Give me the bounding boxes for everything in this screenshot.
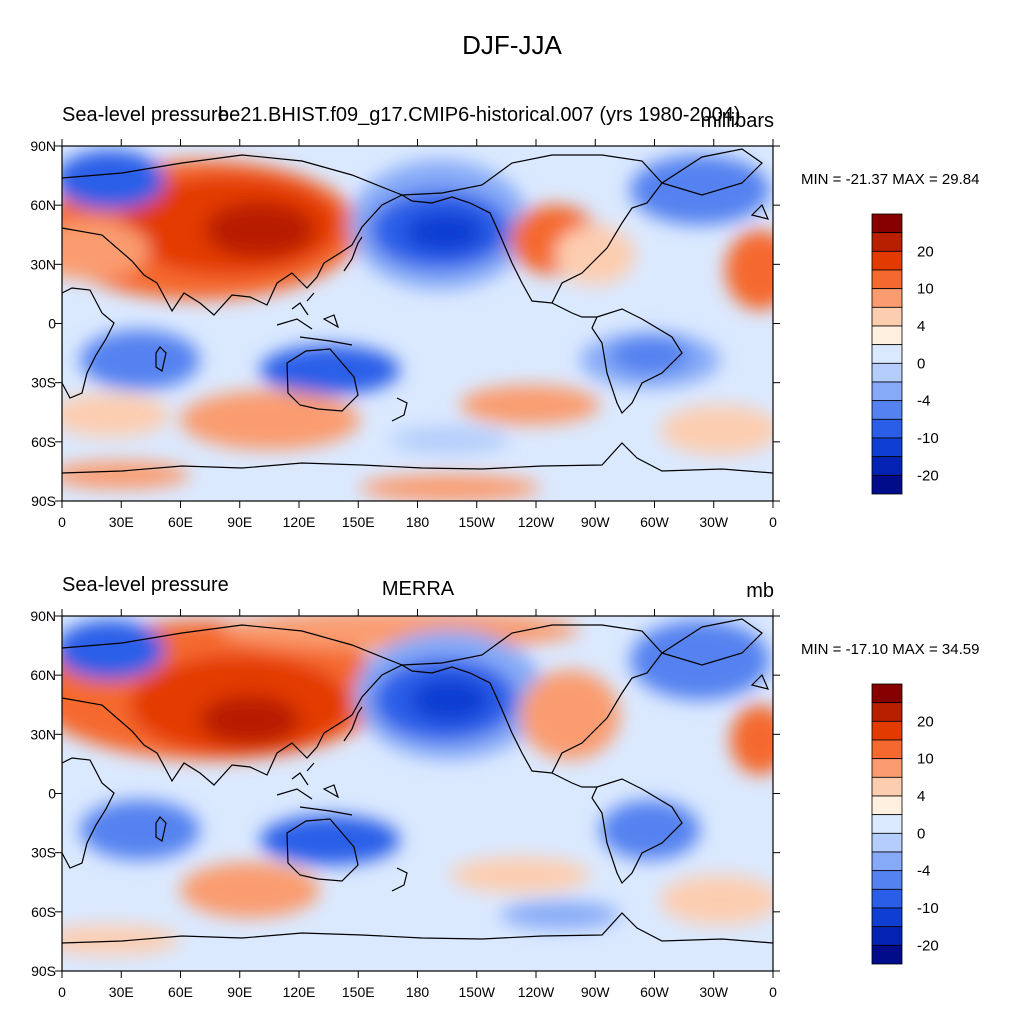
colorbar-label: 0 bbox=[917, 825, 925, 842]
y-tick-label: 0 bbox=[48, 316, 56, 332]
colorbar-swatch bbox=[871, 288, 903, 308]
colorbar-swatch bbox=[871, 758, 903, 778]
x-tick-label: 150E bbox=[342, 514, 375, 530]
x-tick-label: 0 bbox=[58, 514, 66, 530]
colorbar-label: 4 bbox=[917, 318, 925, 335]
x-tick-label: 120E bbox=[283, 514, 316, 530]
x-tick-label: 30E bbox=[109, 514, 134, 530]
y-tick-label: 60N bbox=[30, 667, 56, 683]
x-tick-label: 90E bbox=[227, 984, 252, 1000]
colorbar-swatch bbox=[871, 325, 903, 346]
panel2-center-title: MERRA bbox=[381, 578, 455, 600]
panel1-min-max: MIN = -21.37 MAX = 29.84 bbox=[801, 171, 980, 188]
colorbar-swatch bbox=[871, 739, 903, 760]
colorbar-label: -10 bbox=[917, 900, 939, 917]
colorbar-swatch bbox=[871, 474, 903, 495]
colorbar-label: -4 bbox=[917, 393, 930, 410]
y-tick-label: 30N bbox=[30, 726, 56, 742]
colorbar-label: -4 bbox=[917, 863, 930, 880]
colorbar-swatch bbox=[871, 720, 903, 741]
y-tick-label: 30N bbox=[30, 256, 56, 272]
x-tick-label: 0 bbox=[769, 984, 777, 1000]
colorbar-swatch bbox=[871, 926, 903, 946]
figure-title: DJF-JJA bbox=[462, 30, 562, 60]
x-tick-label: 60E bbox=[168, 984, 193, 1000]
x-tick-label: 180 bbox=[406, 514, 430, 530]
panel2-units: mb bbox=[746, 580, 774, 602]
colorbar-label: -20 bbox=[917, 467, 939, 484]
x-tick-label: 150W bbox=[458, 514, 495, 530]
panel2-min-max: MIN = -17.10 MAX = 34.59 bbox=[801, 641, 980, 658]
colorbar-label: 20 bbox=[917, 243, 934, 260]
panel2-colorbar: 20 10 4 0 -4 -10 -20 bbox=[871, 683, 939, 965]
x-tick-label: 120W bbox=[518, 984, 555, 1000]
colorbar-swatch bbox=[871, 269, 903, 290]
colorbar-swatch bbox=[871, 344, 903, 364]
colorbar-swatch bbox=[871, 400, 903, 420]
y-tick-label: 60N bbox=[30, 197, 56, 213]
x-tick-label: 60W bbox=[640, 984, 670, 1000]
colorbar-swatch bbox=[871, 362, 903, 383]
colorbar-label: 4 bbox=[917, 788, 925, 805]
colorbar-swatch bbox=[871, 213, 903, 234]
y-tick-label: 0 bbox=[48, 786, 56, 802]
x-tick-label: 0 bbox=[769, 514, 777, 530]
colorbar-swatch bbox=[871, 306, 903, 327]
x-tick-label: 30W bbox=[699, 984, 729, 1000]
panel1-map: 0 30E 60E 90E 120E 150E 180 150W 120W 90W 60W 30W 0 … bbox=[30, 138, 780, 530]
y-tick-label: 90S bbox=[31, 493, 56, 509]
panel1-colorbar: 20 10 4 0 -4 -10 -20 bbox=[871, 213, 939, 495]
x-tick-label: 150W bbox=[458, 984, 495, 1000]
colorbar-swatch bbox=[871, 702, 903, 722]
colorbar-label: 10 bbox=[917, 281, 934, 298]
colorbar-label: -20 bbox=[917, 937, 939, 954]
colorbar-swatch bbox=[871, 795, 903, 816]
x-tick-label: 30W bbox=[699, 514, 729, 530]
colorbar-label: 0 bbox=[917, 355, 925, 372]
x-tick-label: 60E bbox=[168, 514, 193, 530]
y-tick-label: 60S bbox=[31, 904, 56, 920]
x-tick-label: 150E bbox=[342, 984, 375, 1000]
y-tick-label: 90N bbox=[30, 608, 56, 624]
colorbar-swatch bbox=[871, 381, 903, 402]
panel1-left-title: Sea-level pressure bbox=[62, 104, 229, 126]
y-tick-label: 30S bbox=[31, 845, 56, 861]
colorbar-swatch bbox=[871, 776, 903, 797]
colorbar-swatch bbox=[871, 232, 903, 252]
x-tick-label: 30E bbox=[109, 984, 134, 1000]
colorbar-swatch bbox=[871, 870, 903, 890]
panel1-units: millibars bbox=[700, 110, 774, 132]
x-tick-label: 120W bbox=[518, 514, 555, 530]
panel2-left-title: Sea-level pressure bbox=[62, 574, 229, 596]
colorbar-swatch bbox=[871, 944, 903, 965]
panel1-center-title: be21.BHIST.f09_g17.CMIP6-historical.007 … bbox=[218, 104, 741, 126]
colorbar-label: -10 bbox=[917, 430, 939, 447]
colorbar-swatch bbox=[871, 456, 903, 476]
colorbar-swatch bbox=[871, 250, 903, 271]
colorbar-swatch bbox=[871, 683, 903, 704]
colorbar-swatch bbox=[871, 832, 903, 853]
x-tick-label: 90W bbox=[581, 984, 611, 1000]
colorbar-swatch bbox=[871, 437, 903, 458]
x-tick-label: 60W bbox=[640, 514, 670, 530]
colorbar-swatch bbox=[871, 851, 903, 872]
x-tick-label: 120E bbox=[283, 984, 316, 1000]
colorbar-swatch bbox=[871, 814, 903, 834]
x-tick-label: 90W bbox=[581, 514, 611, 530]
y-tick-label: 90S bbox=[31, 963, 56, 979]
y-tick-label: 90N bbox=[30, 138, 56, 154]
colorbar-label: 10 bbox=[917, 751, 934, 768]
y-tick-label: 60S bbox=[31, 434, 56, 450]
x-tick-label: 90E bbox=[227, 514, 252, 530]
colorbar-swatch bbox=[871, 418, 903, 439]
x-tick-label: 180 bbox=[406, 984, 430, 1000]
y-tick-label: 30S bbox=[31, 375, 56, 391]
colorbar-swatch bbox=[871, 907, 903, 928]
panel2-map: 0 30E 60E 90E 120E 150E 180 150W 120W 90W 60W 30W 0 … bbox=[30, 608, 780, 1000]
colorbar-swatch bbox=[871, 888, 903, 909]
colorbar-label: 20 bbox=[917, 713, 934, 730]
x-tick-label: 0 bbox=[58, 984, 66, 1000]
